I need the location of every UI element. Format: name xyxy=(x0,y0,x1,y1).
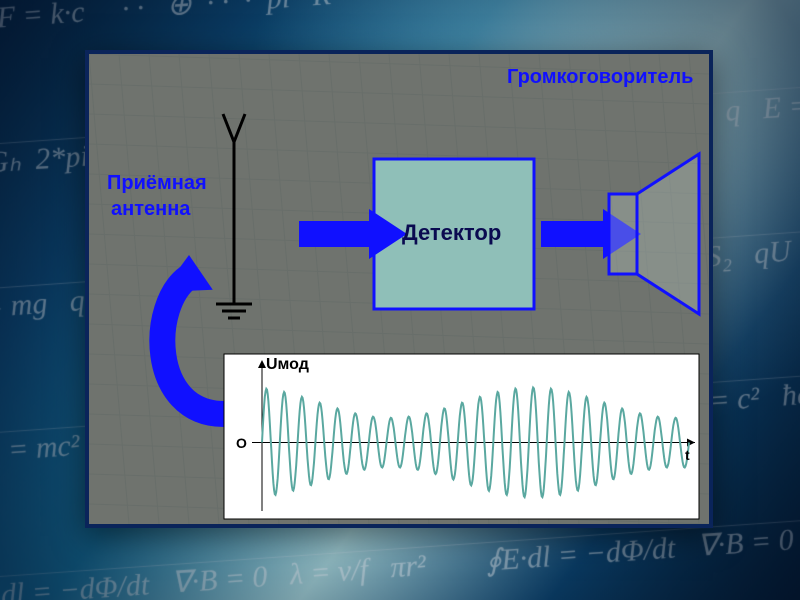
loudspeaker-label: Громкоговоритель xyxy=(507,66,693,89)
diagram-svg xyxy=(89,54,709,524)
origin-label: O xyxy=(236,435,247,451)
time-axis-label: t xyxy=(685,447,690,463)
detector-label: Детектор xyxy=(402,220,501,246)
u-mod-label: Uмод xyxy=(266,356,309,374)
antenna-label-line1: Приёмная xyxy=(107,172,207,195)
curved-arrow-head xyxy=(162,255,213,292)
modulated-signal-chart xyxy=(224,354,699,519)
radio-receiver-diagram-panel: Громкоговоритель Приёмная антенна Детект… xyxy=(85,50,713,528)
antenna-label-line2: антенна xyxy=(111,198,190,221)
loudspeaker-icon xyxy=(609,154,699,314)
